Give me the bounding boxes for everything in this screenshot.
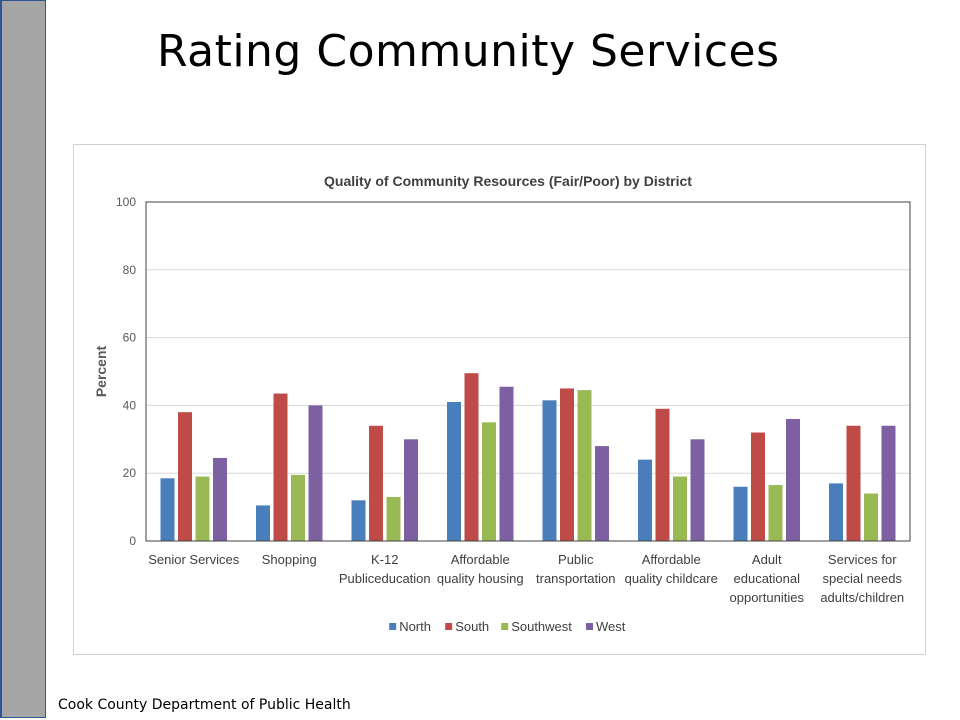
bar-north xyxy=(733,486,748,541)
bar-west xyxy=(308,405,323,541)
x-tick-label: Services for xyxy=(828,552,897,567)
bar-north xyxy=(256,505,270,541)
x-tick-label: opportunities xyxy=(730,590,805,605)
legend-swatch-southwest xyxy=(501,623,509,630)
bar-south xyxy=(751,432,765,541)
bar-southwest xyxy=(291,474,305,541)
bar-chart: Quality of Community Resources (Fair/Poo… xyxy=(93,173,911,634)
x-tick-label: Affordable xyxy=(642,552,701,567)
bar-north xyxy=(351,500,366,541)
legend-label: North xyxy=(399,619,431,634)
y-tick-label: 20 xyxy=(123,466,137,480)
chart-title: Quality of Community Resources (Fair/Poo… xyxy=(324,173,692,189)
slide-side-bar xyxy=(0,0,46,718)
bar-north xyxy=(829,483,843,541)
bar-west xyxy=(786,418,800,541)
legend-label: Southwest xyxy=(511,619,572,634)
x-tick-label: K-12 xyxy=(371,552,398,567)
bar-south xyxy=(178,412,192,541)
bar-west xyxy=(595,446,609,541)
slide-title: Rating Community Services xyxy=(157,26,780,77)
x-tick-label: quality childcare xyxy=(625,571,718,586)
bar-west xyxy=(690,439,705,541)
chart-frame: Quality of Community Resources (Fair/Poo… xyxy=(73,144,926,655)
bar-north xyxy=(160,478,175,541)
x-tick-label: quality housing xyxy=(437,571,524,586)
legend-label: South xyxy=(455,619,489,634)
legend-swatch-north xyxy=(389,623,397,630)
bar-south xyxy=(560,388,574,541)
x-tick-label: special needs xyxy=(823,571,903,586)
bar-south xyxy=(655,408,670,541)
bar-southwest xyxy=(195,476,210,541)
bar-southwest xyxy=(482,422,496,541)
y-tick-label: 0 xyxy=(129,534,136,548)
x-tick-label: Affordable xyxy=(451,552,510,567)
x-tick-label: Shopping xyxy=(262,552,317,567)
legend-swatch-south xyxy=(445,623,453,630)
x-tick-label: transportation xyxy=(536,571,616,586)
bar-southwest xyxy=(768,485,783,541)
x-tick-label: Adult xyxy=(752,552,782,567)
bar-west xyxy=(404,439,418,541)
bar-west xyxy=(213,457,227,541)
x-tick-label: adults/children xyxy=(820,590,904,605)
bar-north xyxy=(447,402,461,541)
bar-southwest xyxy=(386,496,401,541)
bar-southwest xyxy=(673,476,687,541)
y-axis-label: Percent xyxy=(93,345,109,397)
x-tick-label: educational xyxy=(734,571,801,586)
y-tick-label: 80 xyxy=(123,263,137,277)
y-tick-label: 60 xyxy=(123,331,137,345)
bar-south xyxy=(369,425,383,541)
bar-north xyxy=(542,400,557,541)
legend-label: West xyxy=(596,619,626,634)
x-tick-label: Senior Services xyxy=(148,552,240,567)
plot-area-border xyxy=(145,201,911,542)
footer-text: Cook County Department of Public Health xyxy=(58,697,351,713)
bar-south xyxy=(464,373,479,541)
bar-west xyxy=(881,425,896,541)
x-tick-label: Publiceducation xyxy=(339,571,431,586)
bar-southwest xyxy=(577,390,592,541)
bar-north xyxy=(638,459,652,541)
y-tick-label: 40 xyxy=(123,398,137,412)
bar-south xyxy=(273,393,288,541)
legend-swatch-west xyxy=(586,623,593,630)
bar-southwest xyxy=(864,493,878,541)
x-tick-label: Public xyxy=(558,552,594,567)
bar-south xyxy=(846,425,861,541)
bar-west xyxy=(499,386,514,541)
y-tick-label: 100 xyxy=(116,195,136,209)
